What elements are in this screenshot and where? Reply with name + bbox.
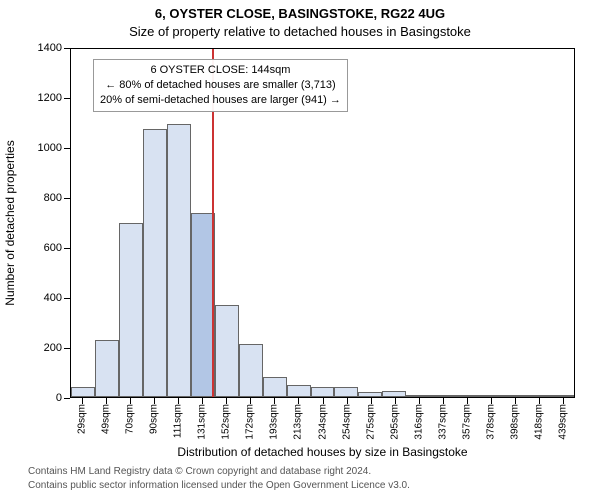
x-tick-label: 254sqm xyxy=(341,404,352,440)
bar xyxy=(71,387,95,397)
y-tick-label: 1400 xyxy=(38,42,62,54)
bar xyxy=(406,395,430,397)
x-tick-label: 152sqm xyxy=(221,404,232,440)
footer-line2: Contains public sector information licen… xyxy=(0,480,600,491)
bar xyxy=(430,395,454,397)
chart-title-line1: 6, OYSTER CLOSE, BASINGSTOKE, RG22 4UG xyxy=(0,6,600,21)
x-tick-label: 172sqm xyxy=(245,404,256,440)
y-tick-label: 800 xyxy=(44,192,62,204)
bar xyxy=(167,124,191,397)
x-tick-label: 418sqm xyxy=(533,404,544,440)
bar xyxy=(95,340,119,397)
x-tick-label: 316sqm xyxy=(413,404,424,440)
bar xyxy=(239,344,263,397)
bar xyxy=(263,377,287,397)
annotation-line1: 6 OYSTER CLOSE: 144sqm xyxy=(100,63,341,78)
annotation-line2: ← 80% of detached houses are smaller (3,… xyxy=(100,78,341,93)
bar xyxy=(526,395,550,397)
bar xyxy=(478,395,502,397)
x-tick-label: 49sqm xyxy=(101,404,112,434)
x-tick-label: 234sqm xyxy=(317,404,328,440)
x-tick-label: 213sqm xyxy=(293,404,304,440)
bar xyxy=(454,395,478,397)
bar xyxy=(358,392,382,397)
x-tick-label: 275sqm xyxy=(365,404,376,440)
bar xyxy=(143,129,167,397)
x-tick-label: 295sqm xyxy=(389,404,400,440)
bar xyxy=(287,385,311,397)
x-tick-label: 29sqm xyxy=(77,404,88,434)
chart-subtitle: Size of property relative to detached ho… xyxy=(0,24,600,39)
y-axis: 0200400600800100012001400 xyxy=(0,48,70,398)
y-tick-label: 0 xyxy=(56,392,62,404)
plot-area: 6 OYSTER CLOSE: 144sqm ← 80% of detached… xyxy=(70,48,575,398)
bar xyxy=(215,305,239,397)
bar xyxy=(382,391,406,397)
x-tick-label: 111sqm xyxy=(173,404,184,438)
bar xyxy=(550,395,574,397)
y-tick-label: 600 xyxy=(44,242,62,254)
y-tick-label: 1200 xyxy=(38,92,62,104)
bar xyxy=(311,387,335,397)
x-tick-label: 439sqm xyxy=(557,404,568,440)
annotation-box: 6 OYSTER CLOSE: 144sqm ← 80% of detached… xyxy=(93,59,348,112)
bar xyxy=(334,387,358,397)
bar xyxy=(119,223,143,397)
y-tick-label: 400 xyxy=(44,292,62,304)
bar xyxy=(502,395,526,397)
annotation-line3: 20% of semi-detached houses are larger (… xyxy=(100,93,341,108)
x-tick-label: 398sqm xyxy=(509,404,520,440)
footer-line1: Contains HM Land Registry data © Crown c… xyxy=(0,466,600,477)
y-tick-label: 200 xyxy=(44,342,62,354)
y-tick-label: 1000 xyxy=(38,142,62,154)
x-tick-label: 193sqm xyxy=(269,404,280,440)
x-axis-label: Distribution of detached houses by size … xyxy=(70,445,575,459)
x-tick-label: 131sqm xyxy=(197,404,208,440)
x-tick-label: 70sqm xyxy=(125,404,136,434)
x-tick-label: 337sqm xyxy=(437,404,448,440)
x-tick-label: 378sqm xyxy=(485,404,496,440)
x-tick-label: 90sqm xyxy=(149,404,160,434)
x-tick-label: 357sqm xyxy=(461,404,472,440)
